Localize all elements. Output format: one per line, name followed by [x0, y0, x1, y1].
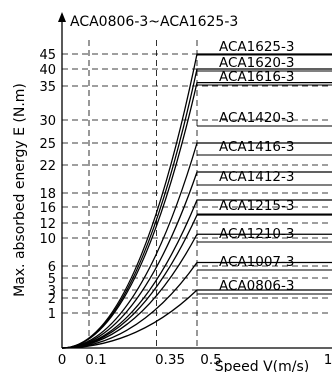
y-tick-label: 45 — [39, 48, 56, 63]
y-tick-label: 35 — [39, 80, 56, 95]
x-tick-label: 0.1 — [85, 352, 106, 368]
y-tick-label: 3 — [48, 284, 56, 299]
y-tick-label: 40 — [39, 63, 56, 78]
y-tick-label: 16 — [39, 201, 56, 216]
series-label: ACA1620-3 — [219, 55, 294, 71]
series-label: ACA1625-3 — [219, 39, 294, 55]
y-tick-label: 30 — [39, 114, 56, 129]
series-label: ACA1416-3 — [219, 139, 294, 155]
y-tick-label: 6 — [48, 260, 56, 275]
series-label: ACA1412-3 — [219, 169, 294, 185]
series-label: ACA1007-3 — [219, 254, 294, 270]
x-tick-label: 0 — [58, 352, 67, 368]
series-line — [61, 53, 332, 349]
x-axis-label: Speed V(m/s) — [215, 359, 310, 372]
y-tick-label: 5 — [48, 272, 56, 287]
chart-title: ACA0806-3~ACA1625-3 — [70, 14, 238, 30]
x-tick-label: 0.5 — [200, 352, 221, 368]
y-tick-label: 1 — [48, 307, 56, 322]
y-tick-label: 22 — [39, 159, 56, 174]
series-label: ACA1420-3 — [219, 110, 294, 126]
y-tick-label: 12 — [39, 217, 56, 232]
x-tick-label: 1 — [324, 352, 333, 368]
series-line — [61, 142, 332, 349]
y-tick-label: 10 — [39, 232, 56, 247]
y-tick-label: 25 — [39, 137, 56, 152]
y-axis-arrow — [58, 12, 66, 22]
y-tick-label: 2 — [48, 292, 56, 307]
y-axis-label: Max. absorbed energy E (N.m) — [12, 83, 28, 297]
y-tick-label: 18 — [39, 187, 56, 202]
series-label: ACA1210-3 — [219, 226, 294, 242]
x-tick-label: 0.35 — [155, 352, 185, 368]
series-label: ACA1215-3 — [219, 198, 294, 214]
series-label: ACA0806-3 — [219, 278, 294, 294]
series-label: ACA1616-3 — [219, 69, 294, 85]
